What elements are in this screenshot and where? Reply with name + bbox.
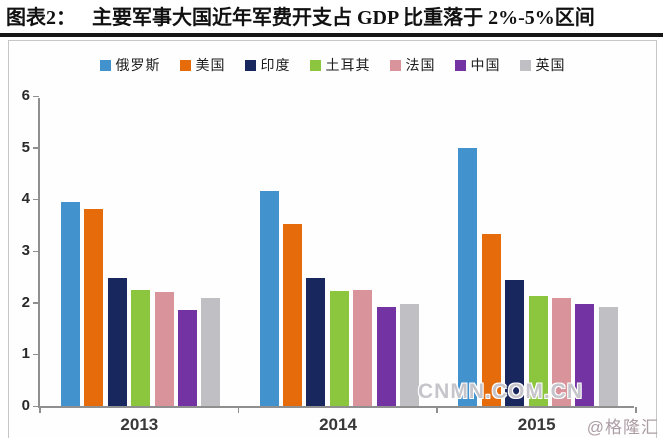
bar-2013-俄罗斯 bbox=[61, 201, 80, 406]
legend-label: 俄罗斯 bbox=[115, 57, 161, 73]
plot-area: 0 1 2 3 4 5 6 2013 2014 2015 bbox=[22, 88, 637, 434]
chart-area: 俄罗斯 美国 印度 土耳其 法国 中国 英国 0 1 2 3 4 5 6 2013 2014 2015 bbox=[8, 40, 657, 438]
bar-2013-印度 bbox=[107, 277, 127, 406]
bar-2013-美国 bbox=[84, 208, 104, 406]
bar-2014-中国 bbox=[376, 306, 396, 406]
bar-2014-俄罗斯 bbox=[259, 190, 279, 406]
x-axis-label-2014: 2014 bbox=[319, 415, 357, 434]
legend-label: 土耳其 bbox=[325, 57, 371, 73]
bar-2014-美国 bbox=[283, 224, 303, 406]
title-divider bbox=[0, 33, 663, 37]
legend-label: 美国 bbox=[195, 57, 226, 73]
y-axis-tick bbox=[33, 302, 39, 304]
bar-2014-法国 bbox=[353, 290, 373, 406]
legend-swatch-icon bbox=[309, 59, 321, 71]
bar-2015-美国 bbox=[481, 233, 501, 406]
y-axis-tick bbox=[33, 147, 39, 149]
y-axis-tick bbox=[33, 250, 39, 252]
legend-item-1: 美国 bbox=[179, 55, 226, 75]
legend-label: 英国 bbox=[535, 57, 566, 73]
watermark-source: @格隆汇 bbox=[586, 418, 659, 437]
bar-2014-土耳其 bbox=[329, 291, 349, 406]
legend-label: 中国 bbox=[470, 57, 501, 73]
y-axis-tick bbox=[33, 353, 39, 356]
bar-2013-土耳其 bbox=[131, 289, 151, 406]
legend-item-6: 英国 bbox=[519, 55, 566, 75]
y-axis-label-5: 5 bbox=[21, 138, 30, 156]
figure-label: 图表2： bbox=[6, 7, 76, 29]
bar-2013-英国 bbox=[201, 298, 221, 406]
x-axis-tick bbox=[39, 407, 41, 413]
legend-label: 法国 bbox=[405, 57, 436, 73]
bar-2015-英国 bbox=[598, 306, 618, 406]
y-axis-label-6: 6 bbox=[21, 87, 30, 104]
x-axis-label-2015: 2015 bbox=[517, 415, 556, 434]
bar-2014-英国 bbox=[400, 303, 420, 406]
figure-title: 图表2： 主要军事大国近年军费开支占 GDP 比重落于 2%-5%区间 bbox=[6, 3, 661, 33]
legend-swatch-icon bbox=[519, 59, 531, 71]
y-axis-tick bbox=[33, 95, 39, 97]
legend-item-5: 中国 bbox=[454, 55, 501, 75]
legend-item-2: 印度 bbox=[244, 55, 291, 75]
y-axis-label-4: 4 bbox=[21, 190, 30, 208]
x-axis-label-2013: 2013 bbox=[120, 415, 159, 434]
chart-legend: 俄罗斯 美国 印度 土耳其 法国 中国 英国 bbox=[9, 55, 656, 75]
bar-2013-中国 bbox=[178, 309, 197, 406]
x-axis-tick bbox=[237, 407, 240, 413]
bar-2015-法国 bbox=[551, 298, 571, 406]
y-axis-tick bbox=[33, 405, 39, 407]
y-axis-label-2: 2 bbox=[21, 293, 30, 311]
legend-label: 印度 bbox=[260, 57, 291, 73]
bar-2015-土耳其 bbox=[528, 295, 548, 406]
x-axis-tick bbox=[436, 407, 438, 413]
legend-swatch-icon bbox=[99, 59, 111, 71]
legend-swatch-icon bbox=[244, 59, 256, 71]
figure-title-text: 主要军事大国近年军费开支占 GDP 比重落于 2%-5%区间 bbox=[92, 7, 595, 29]
legend-item-0: 俄罗斯 bbox=[99, 55, 161, 75]
legend-swatch-icon bbox=[454, 59, 466, 71]
bar-2015-中国 bbox=[575, 303, 595, 406]
y-axis-label-0: 0 bbox=[21, 397, 30, 414]
legend-item-3: 土耳其 bbox=[309, 55, 371, 75]
y-axis-label-1: 1 bbox=[21, 345, 30, 363]
y-axis-label-3: 3 bbox=[21, 242, 30, 259]
bar-2015-印度 bbox=[505, 280, 525, 406]
bar-2014-印度 bbox=[306, 277, 326, 406]
x-axis-tick bbox=[635, 407, 637, 413]
legend-swatch-icon bbox=[389, 59, 401, 71]
legend-swatch-icon bbox=[179, 59, 191, 71]
bar-2015-俄罗斯 bbox=[458, 147, 478, 406]
watermark-site: CNMN.COM.CN bbox=[418, 380, 583, 403]
y-axis-tick bbox=[33, 198, 39, 201]
legend-item-4: 法国 bbox=[389, 55, 436, 75]
bar-2013-法国 bbox=[154, 292, 174, 406]
